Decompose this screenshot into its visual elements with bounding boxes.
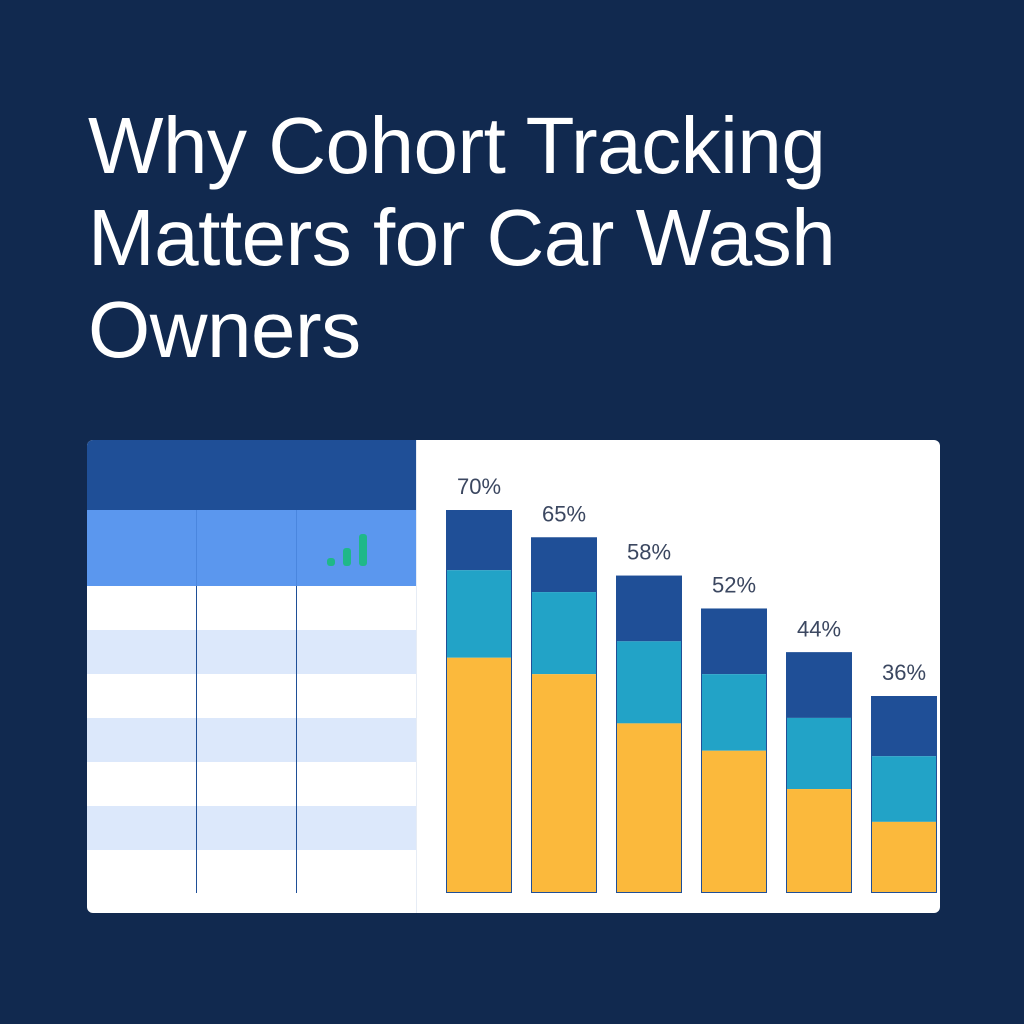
bar-segment-1 (531, 537, 597, 593)
data-label: 70% (457, 474, 501, 499)
bar-segment-3 (871, 821, 937, 893)
bar-segment-2 (871, 756, 937, 822)
table-column-divider (296, 586, 297, 893)
data-label: 58% (627, 540, 671, 565)
panel-divider (416, 440, 417, 913)
bar-segment-2 (616, 641, 682, 724)
bar-segment-3 (786, 789, 852, 893)
data-label: 65% (542, 501, 586, 526)
table-row (87, 586, 417, 630)
bar-segment-3 (616, 723, 682, 893)
table-row (87, 718, 417, 762)
data-label: 36% (882, 660, 926, 685)
table-header-divider (196, 510, 197, 586)
bar-outline (616, 575, 682, 894)
table-row (87, 850, 417, 894)
cohort-table (87, 440, 417, 913)
bar-segment-3 (701, 750, 767, 893)
table-header-divider (296, 510, 297, 586)
bar-segment-1 (871, 696, 937, 757)
bar-outline (786, 652, 852, 893)
table-row (87, 806, 417, 850)
stacked-bar-chart: 70% 65% 58% 52% 44% 36% (446, 474, 937, 894)
table-row (87, 674, 417, 718)
bar-segment-1 (616, 575, 682, 642)
bar-segment-2 (786, 717, 852, 790)
table-row (87, 762, 417, 806)
data-label: 44% (797, 616, 841, 641)
bar-outline (446, 510, 512, 893)
chart-card: 70% 65% 58% 52% 44% 36% (87, 440, 940, 913)
table-title-bar (87, 440, 417, 510)
bar-outline (701, 608, 767, 893)
bar-outline (871, 696, 937, 893)
bar-segment-1 (701, 608, 767, 675)
bar-outline (531, 537, 597, 893)
table-row (87, 630, 417, 674)
page-title: Why Cohort Tracking Matters for Car Wash… (88, 101, 836, 374)
bar-segment-1 (786, 652, 852, 718)
bar-signal-icon (327, 534, 367, 566)
bar-segment-2 (701, 674, 767, 751)
data-label: 52% (712, 572, 756, 597)
bar-segment-2 (446, 570, 512, 658)
bar-segment-3 (446, 657, 512, 893)
bar-segment-3 (531, 674, 597, 893)
table-column-divider (196, 586, 197, 893)
bar-segment-2 (531, 592, 597, 675)
bar-segment-1 (446, 510, 512, 571)
